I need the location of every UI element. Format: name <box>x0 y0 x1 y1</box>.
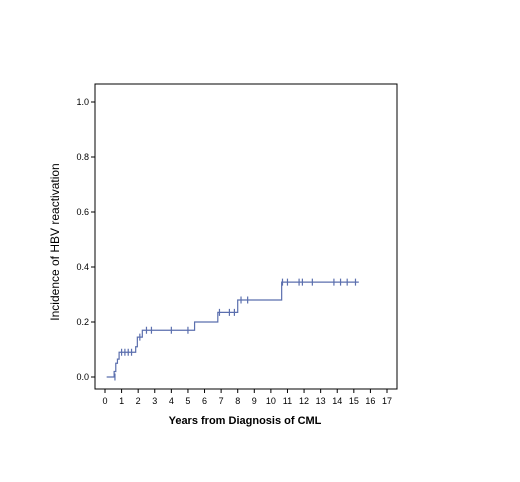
y-tick-label: 0.4 <box>76 262 89 272</box>
x-tick-label: 5 <box>185 396 190 406</box>
x-tick-label: 9 <box>252 396 257 406</box>
y-tick-label: 0.8 <box>76 152 89 162</box>
y-axis: 0.0 0.2 0.4 0.6 0.8 1.0 <box>76 97 95 382</box>
x-tick-label: 16 <box>365 396 375 406</box>
x-tick-label: 11 <box>283 396 292 406</box>
y-axis-title: Incidence of HBV reactivation <box>48 163 62 320</box>
y-tick-label: 0.2 <box>76 317 89 327</box>
plot-frame <box>94 83 398 390</box>
x-tick-label: 3 <box>152 396 157 406</box>
x-tick-label: 1 <box>119 396 124 406</box>
x-axis-title: Years from Diagnosis of CML <box>169 415 322 427</box>
x-tick-label: 2 <box>136 396 141 406</box>
cumulative-incidence-step-line <box>106 281 359 378</box>
x-tick-label: 0 <box>102 396 107 406</box>
x-tick-label: 12 <box>299 396 309 406</box>
x-tick-label: 14 <box>332 396 342 406</box>
x-tick-label: 6 <box>202 396 207 406</box>
censor-marks <box>114 278 357 381</box>
x-tick-label: 7 <box>219 396 224 406</box>
x-tick-label: 17 <box>382 396 392 406</box>
x-tick-label: 4 <box>169 396 174 406</box>
x-axis: 0 1 2 3 4 5 6 7 8 9 10 11 12 13 14 15 16 17 <box>102 389 392 406</box>
x-tick-label: 13 <box>316 396 326 406</box>
y-tick-label: 0.6 <box>76 207 89 217</box>
y-tick-label: 0.0 <box>76 372 89 382</box>
y-tick-label: 1.0 <box>76 97 89 107</box>
x-tick-label: 10 <box>266 396 276 406</box>
x-tick-label: 8 <box>235 396 240 406</box>
x-tick-label: 15 <box>349 396 359 406</box>
